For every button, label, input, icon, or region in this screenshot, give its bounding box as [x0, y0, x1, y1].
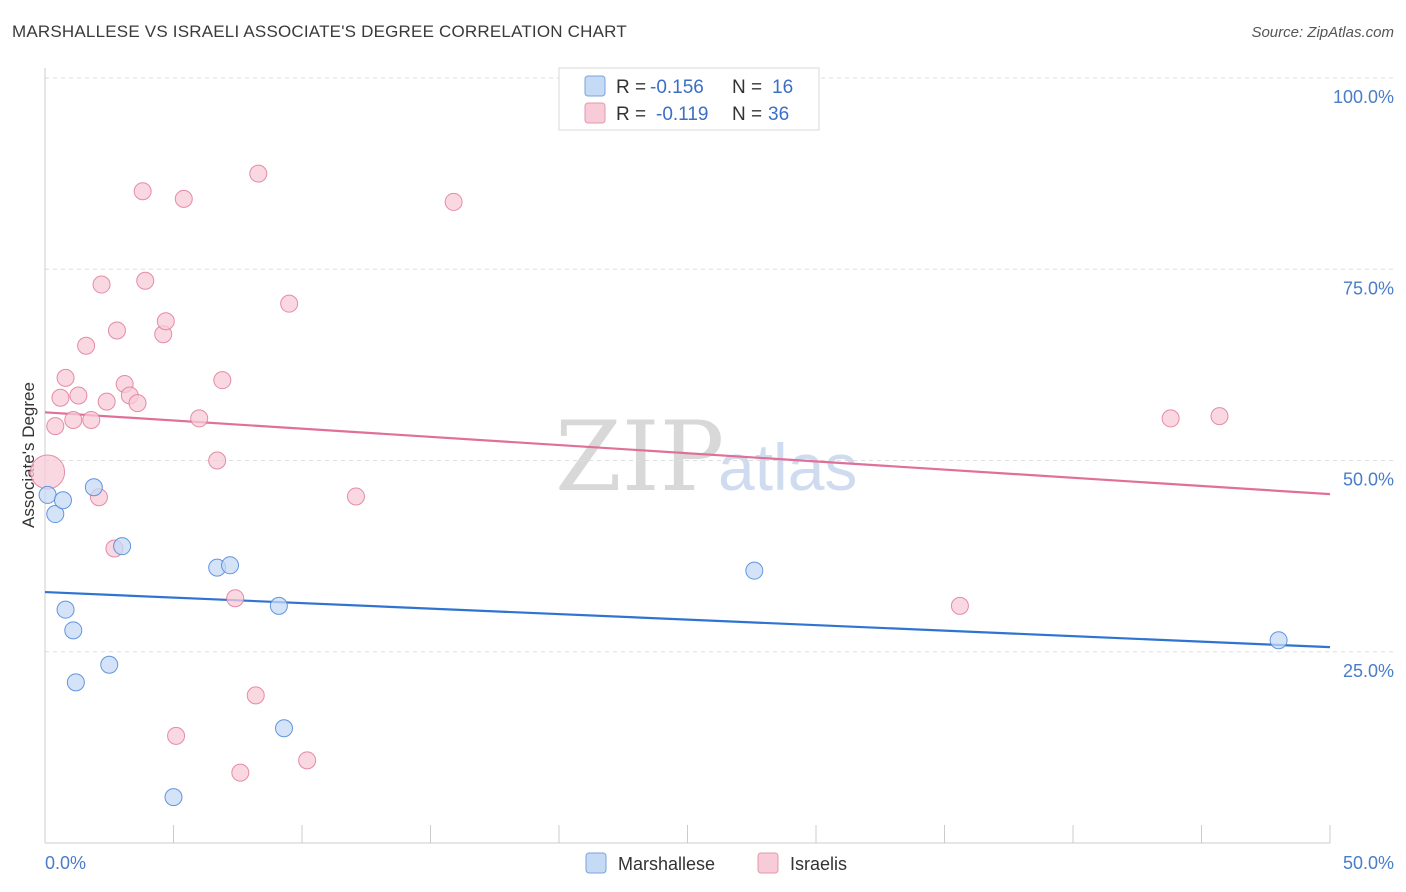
legend-n-label-marshallese: N =: [732, 77, 762, 98]
watermark-atlas: atlas: [718, 430, 857, 504]
series-legend-label-israelis: Israelis: [790, 854, 847, 874]
gridlines: [45, 77, 1393, 653]
y-tick-label-100: 100.0%: [1333, 87, 1394, 107]
point-israelis: [64, 410, 83, 429]
point-israelis: [249, 164, 268, 183]
point-israelis: [133, 182, 152, 201]
point-marshallese: [38, 485, 57, 504]
series-legend: Marshallese Israelis: [585, 852, 847, 874]
point-marshallese: [64, 621, 83, 640]
trend-lines: [44, 411, 1331, 649]
series-legend-swatch-marshallese: [585, 852, 607, 874]
point-marshallese: [53, 491, 72, 510]
chart-title: MARSHALLESE VS ISRAELI ASSOCIATE'S DEGRE…: [12, 22, 627, 41]
x-tick-label-max: 50.0%: [1343, 853, 1394, 873]
trend-line-marshallese: [44, 590, 1331, 649]
point-israelis: [444, 192, 463, 211]
y-tick-labels: 25.0% 50.0% 75.0% 100.0%: [1333, 87, 1394, 681]
y-axis-title: Associate's Degree: [19, 382, 38, 528]
point-israelis: [156, 312, 175, 331]
point-israelis: [280, 294, 299, 313]
point-marshallese: [84, 478, 103, 497]
point-israelis: [82, 410, 101, 429]
point-israelis: [30, 454, 66, 490]
point-marshallese: [1269, 631, 1288, 650]
point-israelis: [107, 321, 126, 340]
point-marshallese: [100, 655, 119, 674]
point-israelis: [92, 275, 111, 294]
legend-swatch-marshallese: [584, 75, 606, 97]
point-israelis: [190, 409, 209, 428]
point-israelis: [97, 392, 116, 411]
point-israelis: [56, 368, 75, 387]
legend-r-label-israelis: R =: [616, 104, 646, 125]
y-tick-label-25: 25.0%: [1343, 661, 1394, 681]
x-ticks: [44, 825, 1331, 843]
point-israelis: [213, 371, 232, 390]
point-israelis: [246, 686, 265, 705]
legend-n-value-marshallese: 16: [772, 77, 793, 98]
point-marshallese: [66, 673, 85, 692]
chart-source: Source: ZipAtlas.com: [1251, 24, 1394, 41]
point-marshallese: [745, 561, 764, 580]
y-tick-label-75: 75.0%: [1343, 278, 1394, 298]
point-israelis: [69, 386, 88, 405]
point-marshallese: [269, 596, 288, 615]
point-marshallese: [164, 788, 183, 807]
point-israelis: [128, 394, 147, 413]
point-israelis: [226, 589, 245, 608]
legend-n-value-israelis: 36: [768, 104, 789, 125]
watermark: ZIP atlas: [555, 401, 857, 513]
point-israelis: [231, 763, 250, 782]
point-israelis: [77, 336, 96, 355]
point-israelis: [346, 487, 365, 506]
point-marshallese: [56, 600, 75, 619]
point-marshallese: [221, 556, 240, 575]
point-marshallese: [275, 719, 294, 738]
x-tick-label-min: 0.0%: [45, 853, 86, 873]
legend-n-label-israelis: N =: [732, 104, 762, 125]
point-israelis: [46, 417, 65, 436]
trend-line-israelis: [44, 411, 1331, 496]
legend-r-label-marshallese: R =: [616, 77, 646, 98]
point-israelis: [136, 271, 155, 290]
data-points: [30, 164, 1288, 807]
point-israelis: [1210, 407, 1229, 426]
point-israelis: [1161, 409, 1180, 428]
point-israelis: [950, 596, 969, 615]
point-marshallese: [46, 505, 65, 524]
legend-r-value-israelis: -0.119: [656, 104, 708, 125]
point-marshallese: [113, 537, 132, 556]
y-tick-label-50: 50.0%: [1343, 470, 1394, 490]
legend-r-value-marshallese: -0.156: [650, 77, 704, 98]
series-legend-swatch-israelis: [757, 852, 779, 874]
series-legend-label-marshallese: Marshallese: [618, 854, 715, 874]
legend-swatch-israelis: [584, 102, 606, 124]
stats-legend: R = -0.156 N = 16 R = -0.119 N = 36: [558, 67, 820, 131]
point-israelis: [51, 388, 70, 407]
watermark-zip: ZIP: [555, 401, 724, 513]
point-israelis: [167, 726, 186, 745]
point-israelis: [174, 189, 193, 208]
point-israelis: [208, 451, 227, 470]
point-israelis: [298, 751, 317, 770]
